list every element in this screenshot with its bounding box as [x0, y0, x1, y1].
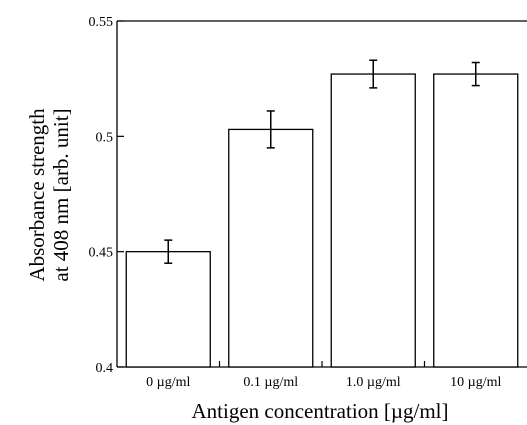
- y-axis-title-line-1: Absorbance strength: [25, 108, 49, 282]
- y-tick-label: 0.4: [96, 361, 114, 376]
- plot-area: 0.4 0.45 0.5 0.55 0 µg/ml 0.1 µg/ml 1.0 µg/ml 1…: [89, 15, 527, 390]
- y-tick-label: 0.45: [89, 246, 114, 261]
- bar: [228, 128, 314, 368]
- bar: [433, 73, 519, 368]
- x-axis-title: Antigen concentration [µg/ml]: [191, 399, 448, 423]
- bar: [125, 251, 211, 368]
- x-tick-label: 1.0 µg/ml: [346, 375, 401, 390]
- y-axis-title-line-2: at 408 nm [arb. unit]: [49, 108, 73, 281]
- x-tick-label: 10 µg/ml: [450, 375, 501, 390]
- y-axis-title: Absorbance strength at 408 nm [arb. unit…: [25, 108, 73, 282]
- x-tick-label: 0 µg/ml: [146, 375, 190, 390]
- bar: [330, 73, 416, 368]
- x-tick-label: 0.1 µg/ml: [243, 375, 298, 390]
- y-tick-label: 0.5: [96, 130, 114, 145]
- y-tick-label: 0.55: [89, 15, 114, 30]
